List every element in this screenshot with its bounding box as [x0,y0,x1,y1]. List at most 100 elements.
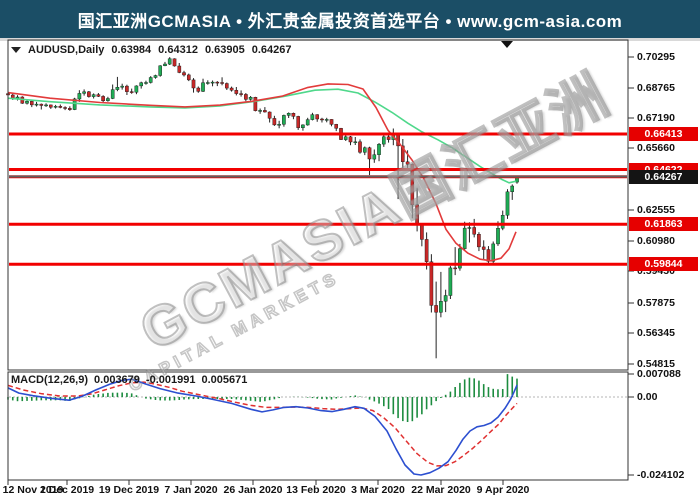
pane-border [7,371,629,481]
bull-candle [248,96,253,100]
price-axis-label: 0.56345 [637,327,675,339]
bull-candle [353,141,358,144]
bear-candle [481,246,486,250]
bear-candle [386,136,391,140]
open-value: 0.63984 [111,44,152,56]
bear-candle [224,83,229,89]
macd-readout: MACD(12,26,9) 0.003679 -0.001991 0.00567… [11,374,247,386]
macd-signal-value: -0.001991 [145,374,196,386]
bull-candle [148,77,153,83]
bull-candle [139,82,144,87]
macd-histogram-group [7,374,518,422]
bull-candle [106,98,110,101]
bull-candle [500,214,505,229]
bear-candle [63,107,67,109]
bear-candle [424,239,429,262]
bear-candle [67,108,72,110]
date-axis-label: 26 Jan 2020 [223,484,283,496]
bull-candle [510,185,515,193]
price-axis-label: 0.70295 [637,51,675,63]
price-axis-label: 0.62555 [637,204,675,216]
bull-candle [377,143,381,155]
bull-candle [467,227,472,229]
price-axis-label: 0.57875 [637,297,675,309]
bear-candle [486,249,491,262]
close-value: 0.64267 [251,44,292,56]
current-price-badge: 0.64267 [629,170,698,184]
bear-candle [191,79,196,89]
bull-candle [505,191,510,216]
price-level-badge: 0.59844 [629,257,698,271]
price-axis-label: 0.60980 [637,235,675,247]
bull-candle [158,65,163,76]
bull-candle [372,154,377,160]
chevron-down-icon[interactable] [11,47,21,53]
date-axis-label: 7 Jan 2020 [164,484,218,496]
macd-main-line [7,378,518,476]
symbol-timeframe-label: AUDUSD,Daily [28,44,105,56]
bull-candle [282,115,286,125]
price-axis-label: 0.67190 [637,112,675,124]
macd-hist-value: 0.005671 [201,374,248,386]
bull-candle [458,248,462,269]
bear-candle [96,94,101,97]
bear-candle [453,267,458,270]
price-axis-label: 0.68765 [637,82,675,94]
bull-candle [153,75,158,78]
bull-candle [134,85,139,93]
bear-candle [253,96,258,111]
bull-candle [115,86,120,90]
bear-candle [125,85,129,92]
price-axis-label: 0.65660 [637,142,675,154]
symbol-ohlc-readout: AUDUSD,Daily 0.63984 0.64312 0.63905 0.6… [11,44,291,56]
bear-candle [39,103,44,106]
bull-candle [34,103,39,106]
bear-candle [334,124,339,129]
ma-fast-line [7,83,517,262]
bear-candle [477,233,481,248]
bull-candle [305,119,310,126]
bull-candle [72,98,77,110]
date-axis-label: 9 Apr 2020 [476,484,530,496]
bull-candle [25,101,29,104]
bear-candle [129,91,134,93]
bull-candle [277,124,281,126]
bull-candle [462,227,467,249]
date-axis-label: 1 Dec 2019 [39,484,95,496]
bull-candle [258,110,262,112]
candles-group [6,57,519,359]
bear-candle [348,136,353,143]
bear-candle [87,91,91,97]
bear-candle [101,96,105,102]
bull-candle [77,93,82,100]
bear-candle [49,104,53,108]
bull-candle [363,147,367,153]
bull-candle [120,85,124,88]
macd-main-value: 0.003679 [94,374,140,386]
bull-candle [439,301,443,313]
bear-candle [186,74,191,81]
bull-candle [144,82,148,84]
date-axis-label: 19 Dec 2019 [98,484,160,496]
low-value: 0.63905 [204,44,245,56]
bear-candle [220,82,224,84]
bear-candle [315,114,320,120]
bear-candle [30,101,34,106]
bear-candle [401,145,405,162]
bull-candle [382,136,386,145]
bull-candle [210,81,215,84]
price-level-badge: 0.61863 [629,217,698,231]
bull-candle [44,104,48,107]
bear-candle [177,65,182,73]
bull-candle [343,136,348,140]
bear-candle [291,112,296,117]
brand-banner-text: 国汇亚洲GCMASIA • 外汇贵金属投资首选平台 • www.gcm-asia… [77,11,623,31]
bear-candle [182,72,186,76]
pane-border [7,39,629,371]
bear-candle [329,119,334,125]
price-level-badge: 0.66413 [629,127,698,141]
bull-candle [110,89,115,99]
bull-candle [286,112,291,116]
bear-candle [239,93,243,95]
